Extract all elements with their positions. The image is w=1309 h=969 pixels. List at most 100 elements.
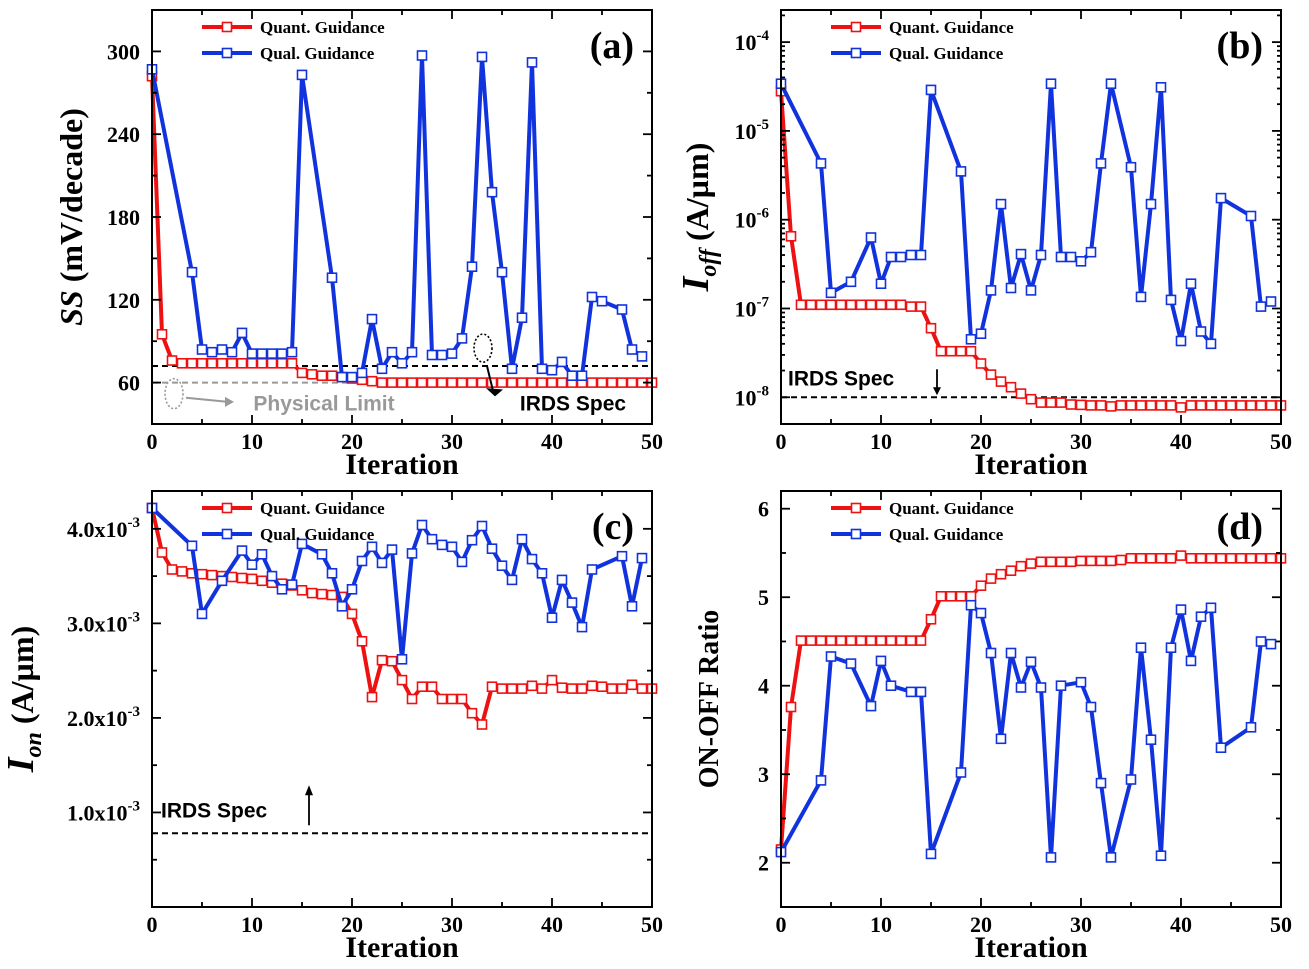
y-tick-label: 10-6 xyxy=(735,206,770,233)
data-point xyxy=(895,251,907,263)
data-point xyxy=(1115,554,1127,566)
data-point xyxy=(186,266,198,278)
data-point xyxy=(1195,326,1207,337)
data-point xyxy=(865,635,877,646)
data-point xyxy=(446,348,458,359)
legend-label: Qual. Guidance xyxy=(260,525,375,544)
data-point xyxy=(1105,78,1117,89)
data-point xyxy=(1155,400,1167,411)
data-point xyxy=(1255,552,1267,564)
data-point xyxy=(985,285,997,296)
x-tick-label: 10 xyxy=(241,429,263,454)
data-point xyxy=(176,566,188,577)
data-point xyxy=(226,357,238,369)
irds-spec-label: IRDS Spec xyxy=(788,367,895,390)
legend-swatch-marker xyxy=(850,502,862,514)
data-point xyxy=(356,367,368,379)
data-point xyxy=(955,345,967,357)
data-point xyxy=(1125,774,1137,785)
data-point xyxy=(406,377,418,388)
data-point xyxy=(1095,777,1107,789)
data-point xyxy=(815,775,827,786)
data-point xyxy=(1215,400,1227,411)
series-qual xyxy=(775,599,1277,863)
data-point xyxy=(456,333,468,344)
data-point xyxy=(426,681,438,693)
data-point xyxy=(176,357,188,369)
y-tick-label: 10-7 xyxy=(735,294,770,321)
data-point xyxy=(1225,400,1237,411)
data-point xyxy=(1005,381,1017,393)
data-point xyxy=(586,291,598,303)
data-point xyxy=(186,357,198,369)
data-point xyxy=(985,647,997,659)
data-point xyxy=(1065,251,1077,263)
data-point xyxy=(286,357,298,369)
data-point xyxy=(386,346,398,358)
series-line xyxy=(150,76,652,385)
data-point xyxy=(1045,397,1057,408)
y-axis-title: Ion (A/µm) xyxy=(0,626,47,774)
data-point xyxy=(526,553,538,565)
data-point xyxy=(226,571,238,583)
y-tick-label: 2 xyxy=(758,851,769,876)
data-point xyxy=(406,346,418,358)
data-point xyxy=(815,635,827,646)
irds-marker-icon xyxy=(473,333,493,363)
data-point xyxy=(1165,642,1177,654)
data-point xyxy=(366,691,378,703)
data-point xyxy=(536,363,548,375)
data-point xyxy=(546,674,558,686)
data-point xyxy=(346,371,358,383)
data-point xyxy=(975,328,987,340)
data-point xyxy=(546,377,558,388)
irds-arrowhead-icon xyxy=(305,785,313,796)
data-point xyxy=(236,545,248,556)
data-point xyxy=(586,377,598,388)
x-tick-label: 50 xyxy=(1270,912,1292,937)
x-axis-title: Iteration xyxy=(974,448,1088,481)
data-point xyxy=(1255,636,1267,647)
data-point xyxy=(426,377,438,388)
x-tick-label: 0 xyxy=(776,429,787,454)
data-point xyxy=(546,612,558,624)
y-tick-label: 10-5 xyxy=(735,117,770,144)
y-tick-label: 1.0x10-3 xyxy=(67,798,140,825)
data-point xyxy=(1135,552,1147,564)
panel-b: 0 10 20 30 40 50 10-8 10-7 10-6 10-5 10-4 Iteration… xyxy=(675,9,1292,481)
data-point xyxy=(795,299,807,311)
legend-item-qual: Qual. Guidance xyxy=(831,44,1004,63)
physical-limit-arrow-icon xyxy=(185,396,229,403)
data-point xyxy=(426,533,438,545)
y-tick-label: 180 xyxy=(107,205,140,230)
data-point xyxy=(925,84,937,96)
legend-swatch-marker xyxy=(221,47,233,59)
data-point xyxy=(1025,393,1037,405)
x-tick-label: 20 xyxy=(341,429,363,454)
data-point xyxy=(616,304,628,315)
irds-arrowhead-icon xyxy=(933,387,941,396)
data-point xyxy=(875,635,887,646)
data-point xyxy=(496,560,508,572)
data-point xyxy=(356,555,368,567)
y-tick-label: 10-8 xyxy=(735,383,770,410)
data-point xyxy=(436,539,448,551)
panel-a: 0 10 20 30 40 50 60 120 180 240 300 Iteration SS (mV… xyxy=(53,9,663,481)
data-point xyxy=(416,50,428,61)
data-point xyxy=(985,369,997,380)
data-point xyxy=(376,557,388,569)
data-point xyxy=(1105,852,1117,863)
legend-label: Qual. Guidance xyxy=(889,525,1004,544)
data-point xyxy=(456,556,468,568)
data-point xyxy=(1045,852,1057,863)
data-point xyxy=(566,370,578,382)
legend-label: Qual. Guidance xyxy=(889,44,1004,63)
data-point xyxy=(586,564,598,575)
legend-label: Quant. Guidance xyxy=(260,499,385,518)
data-point xyxy=(296,584,308,596)
data-point xyxy=(975,358,987,369)
irds-arrow-icon xyxy=(486,365,494,392)
data-point xyxy=(476,719,488,730)
legend-swatch-marker xyxy=(850,47,862,59)
data-point xyxy=(336,371,348,383)
